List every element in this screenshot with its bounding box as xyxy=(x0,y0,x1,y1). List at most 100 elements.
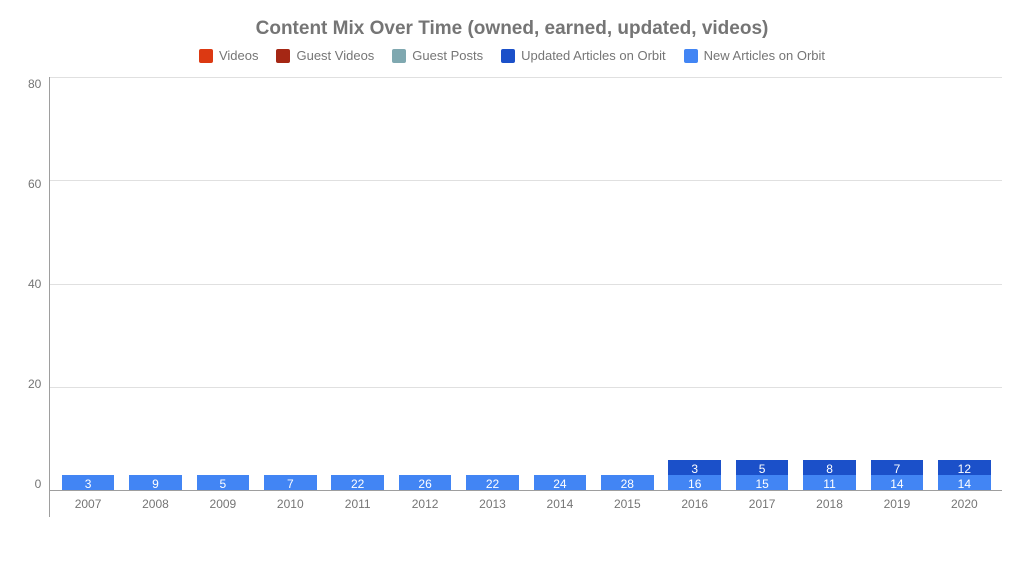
segment-new_articles: 26 xyxy=(399,475,452,490)
legend-label: Guest Posts xyxy=(412,48,483,63)
chart-title: Content Mix Over Time (owned, earned, up… xyxy=(22,18,1002,40)
legend-item-new_articles: New Articles on Orbit xyxy=(684,48,825,63)
bar-slot: 147 xyxy=(863,77,930,490)
legend-label: Videos xyxy=(219,48,259,63)
segment-new_articles: 11 xyxy=(803,475,856,490)
segment-new_articles: 14 xyxy=(938,475,991,490)
x-tick-label: 2008 xyxy=(122,491,189,517)
legend-swatch xyxy=(199,49,213,63)
legend-item-guest_videos: Guest Videos xyxy=(276,48,374,63)
x-tick-label: 2010 xyxy=(257,491,324,517)
bar-slot: 155 xyxy=(728,77,795,490)
segment-value-label: 14 xyxy=(890,475,903,490)
segment-updated_articles: 7 xyxy=(871,460,924,475)
bar-slot: 9 xyxy=(122,77,189,490)
bar-2018: 118 xyxy=(803,460,856,490)
y-tick-label: 40 xyxy=(28,277,41,291)
bar-slot: 22 xyxy=(459,77,526,490)
segment-new_articles: 7 xyxy=(264,475,317,490)
x-tick-label: 2018 xyxy=(796,491,863,517)
segment-value-label: 3 xyxy=(691,460,698,475)
legend-swatch xyxy=(276,49,290,63)
bar-2017: 155 xyxy=(736,460,789,490)
legend-swatch xyxy=(684,49,698,63)
x-axis: 2007200820092010201120122013201420152016… xyxy=(50,491,1002,517)
bar-2015: 28 xyxy=(601,475,654,490)
bar-2014: 24 xyxy=(534,475,587,490)
bar-2019: 147 xyxy=(871,460,924,490)
x-tick-label: 2013 xyxy=(459,491,526,517)
x-tick-label: 2016 xyxy=(661,491,728,517)
bar-slot: 118 xyxy=(796,77,863,490)
legend-swatch xyxy=(501,49,515,63)
x-tick-label: 2019 xyxy=(863,491,930,517)
segment-value-label: 15 xyxy=(755,475,768,490)
legend-item-guest_posts: Guest Posts xyxy=(392,48,483,63)
segment-value-label: 11 xyxy=(823,475,835,490)
bar-2011: 22 xyxy=(331,475,384,490)
segment-new_articles: 9 xyxy=(129,475,182,490)
bar-slot: 163 xyxy=(661,77,728,490)
segment-value-label: 22 xyxy=(486,475,499,490)
x-tick-label: 2011 xyxy=(324,491,391,517)
bar-slot: 1412 xyxy=(931,77,998,490)
bar-2016: 163 xyxy=(668,460,721,490)
segment-updated_articles: 12 xyxy=(938,460,991,475)
segment-new_articles: 16 xyxy=(668,475,721,490)
bar-2010: 7 xyxy=(264,475,317,490)
segment-value-label: 12 xyxy=(958,460,971,475)
segment-value-label: 28 xyxy=(621,475,634,490)
segment-new_articles: 15 xyxy=(736,475,789,490)
bar-slot: 22 xyxy=(324,77,391,490)
bar-2008: 9 xyxy=(129,475,182,490)
segment-new_articles: 5 xyxy=(197,475,250,490)
bar-2012: 26 xyxy=(399,475,452,490)
bar-slot: 26 xyxy=(391,77,458,490)
bar-2007: 3 xyxy=(62,475,115,490)
segment-value-label: 7 xyxy=(894,460,901,475)
segment-new_articles: 22 xyxy=(466,475,519,490)
bar-slot: 7 xyxy=(257,77,324,490)
chart: 806040200 395722262224281631551181471412… xyxy=(22,77,1002,517)
legend-item-updated_articles: Updated Articles on Orbit xyxy=(501,48,666,63)
segment-value-label: 9 xyxy=(152,475,159,490)
y-tick-label: 0 xyxy=(35,477,42,491)
segment-value-label: 26 xyxy=(418,475,431,490)
segment-new_articles: 14 xyxy=(871,475,924,490)
x-tick-label: 2012 xyxy=(391,491,458,517)
segment-value-label: 14 xyxy=(958,475,971,490)
segment-value-label: 24 xyxy=(553,475,566,490)
segment-value-label: 22 xyxy=(351,475,364,490)
segment-value-label: 5 xyxy=(220,475,227,490)
legend-item-videos: Videos xyxy=(199,48,259,63)
legend: Videos Guest Videos Guest Posts Updated Art… xyxy=(22,48,1002,63)
legend-label: Guest Videos xyxy=(296,48,374,63)
segment-value-label: 3 xyxy=(85,475,92,490)
segment-new_articles: 28 xyxy=(601,475,654,490)
bar-slot: 24 xyxy=(526,77,593,490)
segment-value-label: 8 xyxy=(826,460,833,475)
x-tick-label: 2007 xyxy=(54,491,121,517)
x-tick-label: 2009 xyxy=(189,491,256,517)
bar-slot: 3 xyxy=(54,77,121,490)
y-tick-label: 80 xyxy=(28,77,41,91)
segment-new_articles: 24 xyxy=(534,475,587,490)
legend-label: Updated Articles on Orbit xyxy=(521,48,666,63)
bar-slot: 28 xyxy=(594,77,661,490)
plot-area: 395722262224281631551181471412 200720082… xyxy=(49,77,1002,517)
segment-new_articles: 3 xyxy=(62,475,115,490)
segment-value-label: 5 xyxy=(759,460,766,475)
bar-2020: 1412 xyxy=(938,460,991,490)
x-tick-label: 2015 xyxy=(594,491,661,517)
bars-container: 395722262224281631551181471412 xyxy=(50,77,1002,490)
x-tick-label: 2014 xyxy=(526,491,593,517)
y-tick-label: 20 xyxy=(28,377,41,391)
x-tick-label: 2017 xyxy=(728,491,795,517)
segment-updated_articles: 3 xyxy=(668,460,721,475)
legend-swatch xyxy=(392,49,406,63)
segment-value-label: 7 xyxy=(287,475,294,490)
x-tick-label: 2020 xyxy=(931,491,998,517)
legend-label: New Articles on Orbit xyxy=(704,48,825,63)
segment-value-label: 16 xyxy=(688,475,701,490)
y-tick-label: 60 xyxy=(28,177,41,191)
